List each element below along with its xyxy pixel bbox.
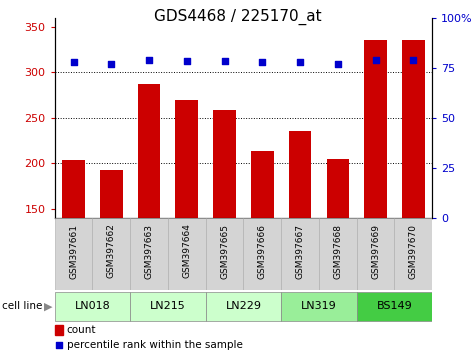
Bar: [281, 218, 319, 290]
Bar: [62, 160, 85, 345]
Bar: [357, 218, 394, 290]
Bar: [130, 292, 206, 321]
Text: GSM397669: GSM397669: [371, 223, 380, 279]
Text: GSM397664: GSM397664: [182, 223, 191, 278]
Text: count: count: [66, 325, 96, 335]
Text: GSM397670: GSM397670: [409, 223, 418, 279]
Bar: [281, 292, 357, 321]
Text: percentile rank within the sample: percentile rank within the sample: [66, 339, 243, 350]
Bar: [168, 218, 206, 290]
Bar: [395, 218, 432, 290]
Text: GSM397661: GSM397661: [69, 223, 78, 279]
Text: LN215: LN215: [150, 301, 186, 311]
Bar: [357, 292, 432, 321]
Bar: [175, 99, 198, 345]
Bar: [130, 218, 168, 290]
Point: [372, 57, 380, 63]
Text: BS149: BS149: [377, 301, 412, 311]
Point: [107, 61, 115, 67]
Point: [70, 59, 77, 64]
Text: GSM397663: GSM397663: [144, 223, 153, 279]
Bar: [206, 292, 281, 321]
Text: GDS4468 / 225170_at: GDS4468 / 225170_at: [154, 9, 321, 25]
Bar: [138, 84, 161, 345]
Text: LN018: LN018: [75, 301, 110, 311]
Point: [409, 57, 417, 63]
Point: [296, 59, 304, 64]
Bar: [289, 131, 312, 345]
Bar: [100, 170, 123, 345]
Bar: [319, 218, 357, 290]
Text: LN229: LN229: [226, 301, 261, 311]
Text: GSM397667: GSM397667: [295, 223, 304, 279]
Bar: [326, 159, 349, 345]
Point: [183, 58, 190, 63]
Bar: [55, 218, 92, 290]
Point: [277, 281, 285, 287]
Text: GSM397662: GSM397662: [107, 223, 116, 278]
Text: cell line: cell line: [2, 301, 43, 311]
Bar: [243, 218, 281, 290]
Bar: [251, 152, 274, 345]
Text: GSM397665: GSM397665: [220, 223, 229, 279]
Text: ▶: ▶: [44, 301, 53, 311]
Bar: [364, 40, 387, 345]
Bar: [55, 292, 130, 321]
Bar: [402, 40, 425, 345]
Point: [258, 59, 266, 64]
Text: LN319: LN319: [301, 301, 337, 311]
Bar: [206, 218, 243, 290]
Bar: [55, 325, 63, 335]
Point: [145, 57, 153, 63]
Bar: [213, 110, 236, 345]
Point: [334, 61, 342, 67]
Text: GSM397666: GSM397666: [258, 223, 267, 279]
Point: [221, 58, 228, 63]
Bar: [92, 218, 130, 290]
Text: GSM397668: GSM397668: [333, 223, 342, 279]
